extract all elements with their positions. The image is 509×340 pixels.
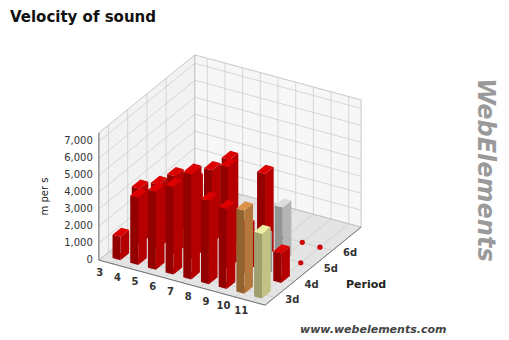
x-tick-label: 6 xyxy=(149,281,156,292)
bar xyxy=(183,165,200,279)
x-tick-label: 10 xyxy=(217,300,231,311)
y-tick-label: 5d xyxy=(324,263,338,274)
bar-front xyxy=(201,199,209,284)
bar-top xyxy=(148,183,165,192)
y-tick-label: 6d xyxy=(343,247,357,258)
x-tick-label: 11 xyxy=(234,305,248,316)
x-grid-back xyxy=(278,77,279,204)
bar-front xyxy=(113,235,121,261)
panes xyxy=(99,55,361,305)
x-tick-label: 8 xyxy=(185,291,192,302)
z-tick-label: 0 xyxy=(86,254,92,265)
y-tick-label: 3d xyxy=(285,294,299,305)
z-tick-label: 2,000 xyxy=(64,220,93,231)
x-grid-line xyxy=(253,97,349,302)
z-axis-label: m per s xyxy=(39,178,50,216)
bar-top xyxy=(254,225,271,234)
bar-side xyxy=(191,167,200,279)
z-tick-label: 6,000 xyxy=(64,152,93,163)
bar-front xyxy=(130,195,138,265)
z-tick-label: 5,000 xyxy=(64,169,93,180)
x-tick-label: 9 xyxy=(202,296,209,307)
x-tick-label: 3 xyxy=(96,267,103,278)
floor-dot xyxy=(298,260,303,265)
floor-dot xyxy=(300,240,305,245)
axes xyxy=(99,133,361,305)
bar-top xyxy=(275,198,292,207)
bar-top xyxy=(183,165,200,174)
x-grid-back xyxy=(242,68,243,195)
z-tick-label: 7,000 xyxy=(64,135,93,146)
y-grid-side xyxy=(127,110,128,237)
y-tick-label: 4d xyxy=(305,279,319,290)
x-tick-label: 4 xyxy=(114,272,121,283)
y-axis-label: Period xyxy=(346,278,386,291)
x-grid-back xyxy=(331,92,332,219)
bar-top xyxy=(204,161,221,170)
bar-front xyxy=(254,232,262,299)
bars xyxy=(113,151,323,299)
y-grid-side xyxy=(108,125,109,252)
bar xyxy=(201,192,218,284)
bar-top xyxy=(201,192,218,201)
z-tick-label: 4,000 xyxy=(64,186,93,197)
z-tick-label: 3,000 xyxy=(64,203,93,214)
bar-top xyxy=(257,165,274,174)
bar-top xyxy=(219,200,236,209)
bar-top xyxy=(273,244,290,253)
bar-front xyxy=(148,190,156,270)
bar xyxy=(113,228,130,261)
bar-side xyxy=(174,180,183,275)
bar xyxy=(219,200,236,289)
website-note: www.webelements.com xyxy=(300,323,446,336)
watermark: WebElements xyxy=(472,78,500,261)
z-grid-line xyxy=(99,63,361,141)
z-grid-line xyxy=(99,80,361,158)
z-tick-label: 1,000 xyxy=(64,237,93,248)
bar-top xyxy=(166,178,183,187)
chart: 01,0002,0003,0004,0005,0006,0007,0003456… xyxy=(0,0,509,340)
bar-top xyxy=(236,201,253,210)
bar-top xyxy=(132,179,149,188)
bar xyxy=(166,178,183,275)
title: Velocity of sound xyxy=(10,8,156,26)
x-tick-label: 5 xyxy=(132,276,139,287)
bar-side xyxy=(262,227,271,299)
z-grid-line xyxy=(99,97,361,175)
bar-side xyxy=(156,185,165,270)
bar-front xyxy=(183,172,191,279)
bar-side xyxy=(138,191,147,265)
bar xyxy=(236,201,253,293)
bar-top xyxy=(167,167,184,176)
bar xyxy=(148,183,165,270)
x-grid-back xyxy=(313,87,314,214)
bar-side xyxy=(227,202,236,289)
bar-side xyxy=(209,194,218,284)
bar xyxy=(273,244,290,283)
bar-front xyxy=(219,207,227,289)
bar-front xyxy=(236,208,244,293)
bar-side xyxy=(244,204,253,294)
x-grid-line xyxy=(235,92,331,297)
z-axis-line xyxy=(98,133,99,260)
bar-top xyxy=(113,228,130,237)
x-tick-label: 7 xyxy=(167,286,174,297)
y-grid-line xyxy=(108,125,274,297)
bar-front xyxy=(166,185,174,275)
x-grid-back xyxy=(295,82,296,209)
grid xyxy=(99,58,361,302)
tick-labels: 01,0002,0003,0004,0005,0006,0007,0003456… xyxy=(64,135,357,316)
x-grid-back xyxy=(348,97,349,224)
bar xyxy=(254,225,271,299)
x-grid-floor xyxy=(253,224,349,302)
bar xyxy=(130,188,147,265)
floor-dot xyxy=(317,245,322,250)
bar-top xyxy=(130,188,147,197)
bar-top xyxy=(220,158,237,167)
bar-front xyxy=(273,251,281,283)
